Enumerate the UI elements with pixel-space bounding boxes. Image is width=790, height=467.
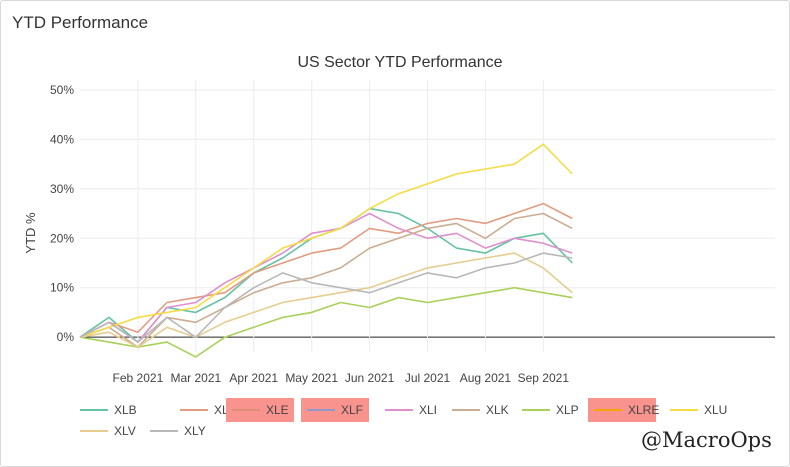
legend-item-xlv[interactable]: XLV	[80, 424, 136, 438]
x-tick-label: Aug 2021	[460, 371, 512, 385]
legend-item-xlu[interactable]: XLU	[670, 403, 727, 417]
panel-title: YTD Performance	[12, 13, 149, 32]
legend-label: XLI	[419, 403, 437, 417]
x-tick-label: Jun 2021	[345, 371, 395, 385]
y-tick-label: 20%	[50, 231, 74, 245]
series-line-xlp[interactable]	[79, 286, 573, 358]
x-tick-label: Feb 2021	[113, 371, 164, 385]
legend-item-xlk[interactable]: XLK	[452, 403, 509, 417]
legend-label: XLRE	[628, 403, 659, 417]
y-axis-label: YTD %	[23, 212, 38, 254]
x-tick-label: Apr 2021	[229, 371, 278, 385]
legend-item-xlf[interactable]: XLF	[301, 398, 369, 422]
x-tick-label: Jul 2021	[405, 371, 451, 385]
legend-label: XLY	[184, 424, 206, 438]
legend-item-xlre[interactable]: XLRE	[588, 398, 659, 422]
legend-item-xlp[interactable]: XLP	[522, 403, 579, 417]
watermark: @MacroOps	[641, 428, 772, 452]
legend-label: XLU	[704, 403, 727, 417]
legend-item-xli[interactable]: XLI	[385, 403, 437, 417]
legend-item-xlb[interactable]: XLB	[80, 403, 137, 417]
y-tick-label: 0%	[57, 330, 75, 344]
x-tick-label: Sep 2021	[518, 371, 570, 385]
legend-label: XLK	[486, 403, 509, 417]
x-tick-label: May 2021	[285, 371, 338, 385]
series-line-xly[interactable]	[79, 252, 573, 343]
legend-label: XLF	[341, 403, 363, 417]
chart-title: US Sector YTD Performance	[297, 54, 502, 71]
legend-item-xle[interactable]: XLE	[226, 398, 294, 422]
legend-label: XLV	[114, 424, 136, 438]
y-tick-label: 30%	[50, 182, 74, 196]
y-tick-label: 40%	[50, 132, 74, 146]
y-tick-label: 50%	[50, 83, 74, 97]
x-tick-label: Mar 2021	[170, 371, 221, 385]
legend-label: XLP	[556, 403, 579, 417]
legend-label: XLB	[114, 403, 137, 417]
series-line-xlv[interactable]	[79, 252, 573, 348]
legend-label: XLE	[266, 403, 289, 417]
y-tick-label: 10%	[50, 281, 74, 295]
legend-item-xly[interactable]: XLY	[150, 424, 206, 438]
series-line-xlu[interactable]	[79, 143, 573, 338]
series-line-xlc[interactable]	[79, 202, 573, 338]
